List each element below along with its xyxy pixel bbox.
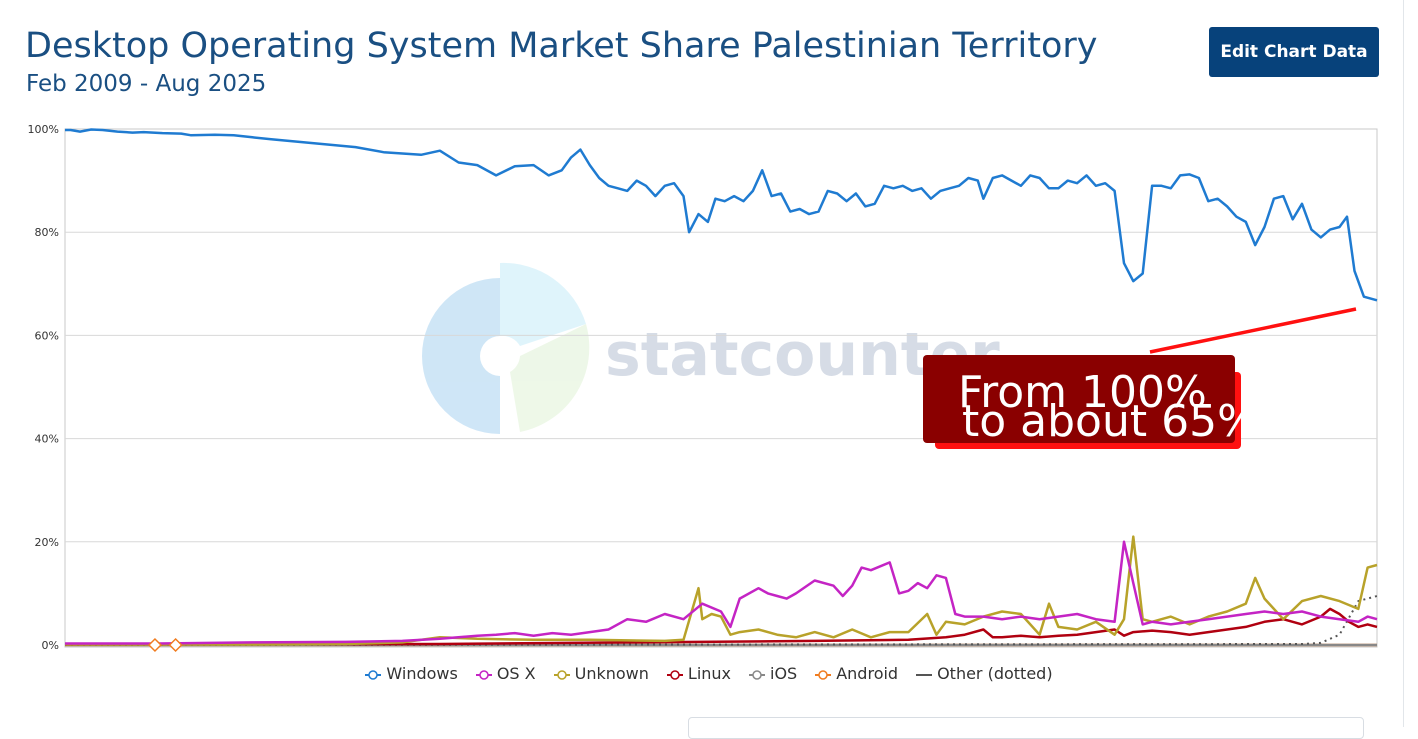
y-tick-label: 60%: [35, 329, 59, 342]
legend-label: iOS: [770, 664, 798, 683]
legend-item-unknown[interactable]: Unknown: [553, 664, 649, 683]
series-line-linux[interactable]: [64, 607, 1378, 646]
annotation-line2: to about 65%: [962, 396, 1259, 447]
chart-legend: Windows OS X Unknown Linux iOS Android Other (…: [0, 664, 1418, 683]
legend-item-windows[interactable]: Windows: [365, 664, 458, 683]
legend-circle-icon: [815, 670, 832, 680]
legend-circle-icon: [365, 670, 382, 680]
y-tick-label: 100%: [28, 123, 59, 136]
edit-chart-data-button[interactable]: Edit Chart Data: [1209, 27, 1379, 77]
legend-line-icon: [916, 674, 933, 676]
line-chart: statcounter 0%20%40%60%80%100% From 100%…: [28, 123, 1378, 653]
legend-circle-icon: [553, 670, 570, 680]
android-point-marker[interactable]: [147, 637, 163, 653]
y-tick-label: 20%: [35, 536, 59, 549]
plot-area: [64, 128, 1378, 648]
legend-circle-icon: [666, 670, 683, 680]
y-tick-label: 0%: [42, 639, 59, 652]
legend-label: Linux: [687, 664, 732, 683]
legend-label: Windows: [386, 664, 458, 683]
legend-item-android[interactable]: Android: [815, 664, 898, 683]
series-line-windows[interactable]: [65, 128, 1378, 302]
chart-title: Desktop Operating System Market Share Pa…: [25, 26, 1098, 66]
series-line-os-x[interactable]: [65, 540, 1378, 645]
y-tick-label: 80%: [35, 226, 59, 239]
series-line-unknown[interactable]: [65, 535, 1378, 646]
legend-circle-icon: [749, 670, 766, 680]
bottom-card: [688, 717, 1364, 739]
legend-label: Unknown: [574, 664, 649, 683]
legend-label: OS X: [496, 664, 536, 683]
legend-label: Android: [836, 664, 899, 683]
legend-item-other-dotted[interactable]: Other (dotted): [916, 664, 1053, 683]
chart-panel: [1403, 0, 1404, 727]
statcounter-logo-icon: [422, 262, 590, 434]
legend-item-os-x[interactable]: OS X: [475, 664, 536, 683]
chart-subtitle: Feb 2009 - Aug 2025: [26, 71, 267, 97]
legend-label: Other (dotted): [937, 664, 1053, 683]
legend-circle-icon: [475, 670, 492, 680]
y-tick-label: 40%: [35, 433, 59, 446]
annotation-box: [923, 355, 1235, 443]
android-point-marker[interactable]: [168, 637, 183, 653]
series-line-other-dotted[interactable]: [64, 595, 1378, 646]
legend-item-linux[interactable]: Linux: [666, 664, 732, 683]
legend-item-ios[interactable]: iOS: [749, 664, 797, 683]
annotation-arrow: [1149, 307, 1357, 354]
annotation-line1: From 100%: [958, 367, 1207, 418]
